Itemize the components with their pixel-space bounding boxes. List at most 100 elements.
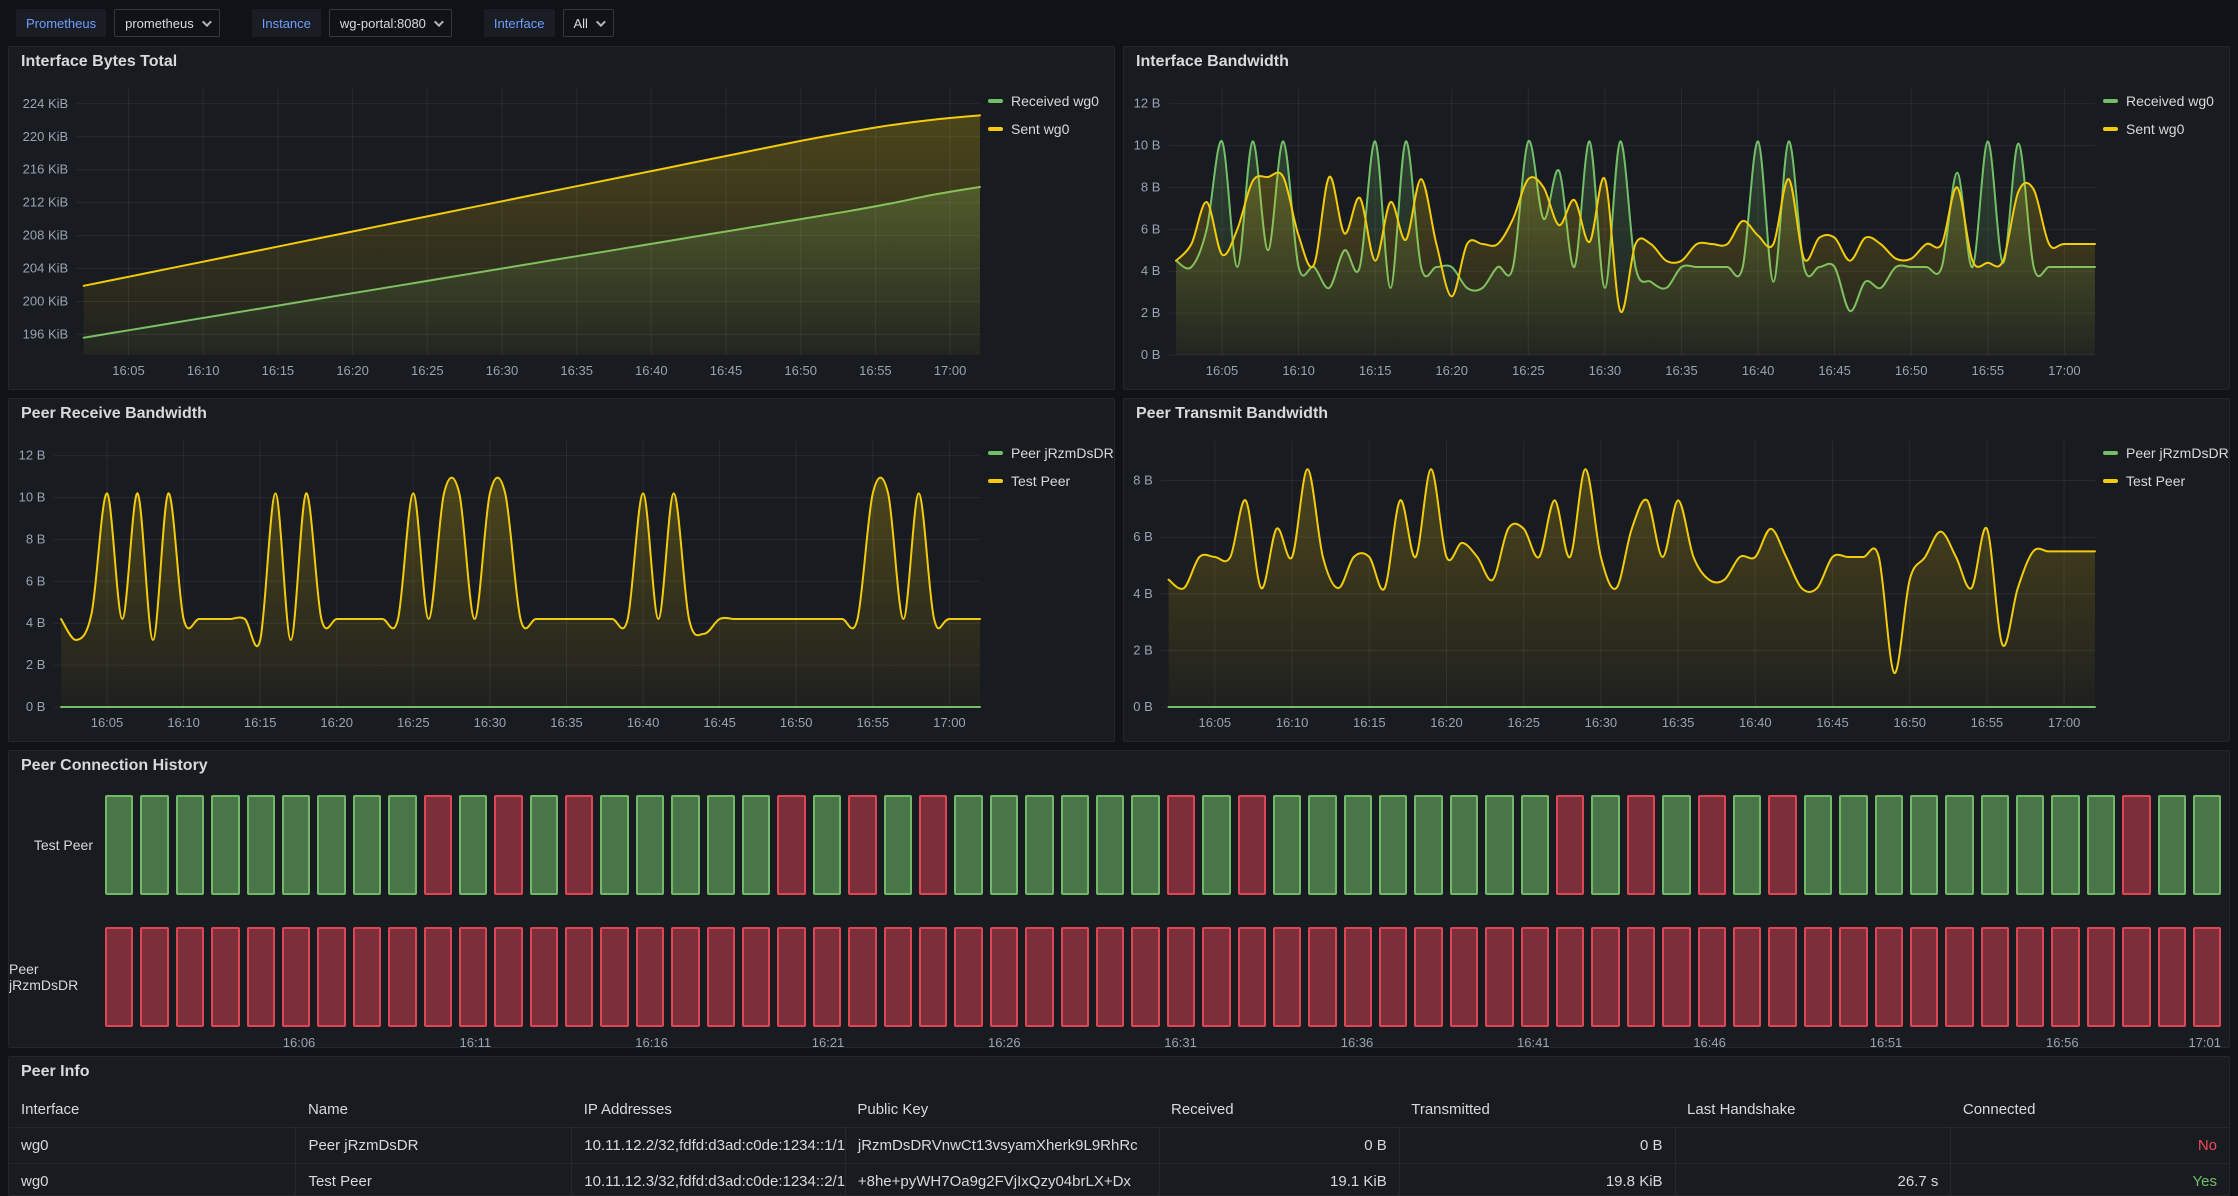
panel-title[interactable]: Peer Receive Bandwidth	[21, 405, 207, 422]
status-bar[interactable]	[742, 795, 771, 895]
status-bar[interactable]	[1166, 795, 1196, 895]
status-bar[interactable]	[1626, 927, 1656, 1027]
status-bar[interactable]	[1060, 927, 1089, 1027]
status-bar[interactable]	[1909, 927, 1939, 1027]
timeseries-chart[interactable]: 0 B 2 B 4 B 6 B 8 B 10 B 12 B 16:05 16:10 16:15 16…	[9, 429, 988, 735]
status-bar[interactable]	[2051, 927, 2080, 1027]
status-bar[interactable]	[918, 795, 948, 895]
status-bar[interactable]	[1272, 927, 1302, 1027]
panel-title[interactable]: Interface Bandwidth	[1136, 53, 1289, 70]
status-bar[interactable]	[2086, 795, 2116, 895]
status-bar[interactable]	[2016, 927, 2045, 1027]
panel-title[interactable]: Interface Bytes Total	[21, 53, 178, 70]
status-bar[interactable]	[388, 795, 417, 895]
status-bar[interactable]	[954, 927, 983, 1027]
status-bar[interactable]	[423, 927, 452, 1027]
status-bar[interactable]	[2086, 927, 2116, 1027]
status-bar[interactable]	[706, 795, 736, 895]
status-bar[interactable]	[600, 927, 629, 1027]
status-bar[interactable]	[1449, 927, 1479, 1027]
legend-item[interactable]: Sent wg0	[2103, 121, 2229, 137]
status-bar[interactable]	[1343, 795, 1373, 895]
status-bar[interactable]	[1343, 927, 1373, 1027]
status-bar[interactable]	[1945, 927, 1974, 1027]
status-bar[interactable]	[2016, 795, 2045, 895]
status-bar[interactable]	[1272, 795, 1302, 895]
panel-title[interactable]: Peer Connection History	[21, 757, 208, 774]
status-bar[interactable]	[706, 927, 736, 1027]
status-bar[interactable]	[1909, 795, 1939, 895]
status-bar[interactable]	[1379, 795, 1408, 895]
status-bar[interactable]	[1095, 927, 1125, 1027]
instance-select[interactable]: wg-portal:8080	[328, 9, 452, 37]
panel-title[interactable]: Peer Info	[21, 1063, 90, 1080]
status-bar[interactable]	[1131, 795, 1160, 895]
status-bar[interactable]	[175, 927, 205, 1027]
status-bar[interactable]	[1662, 795, 1691, 895]
status-bar[interactable]	[352, 927, 382, 1027]
status-bar[interactable]	[1131, 927, 1160, 1027]
status-bar[interactable]	[671, 927, 700, 1027]
status-bar[interactable]	[1874, 795, 1903, 895]
status-bar[interactable]	[2122, 927, 2151, 1027]
status-bar[interactable]	[1697, 795, 1726, 895]
status-bar[interactable]	[1768, 795, 1797, 895]
status-bar[interactable]	[1308, 795, 1337, 895]
timeseries-chart[interactable]: 0 B 2 B 4 B 6 B 8 B 10 B 12 B 16:05 16:10 16:15 16…	[1124, 77, 2103, 383]
status-bar[interactable]	[1803, 795, 1833, 895]
status-bar[interactable]	[1414, 927, 1443, 1027]
status-bar[interactable]	[671, 795, 700, 895]
timeseries-chart[interactable]: 196 KiB 200 KiB 204 KiB 208 KiB 212 KiB 216 K…	[9, 77, 988, 383]
status-bar[interactable]	[565, 795, 594, 895]
legend-item[interactable]: Received wg0	[988, 93, 1114, 109]
status-bar[interactable]	[1202, 795, 1231, 895]
status-bar[interactable]	[1662, 927, 1691, 1027]
timeseries-chart[interactable]: 0 B 2 B 4 B 6 B 8 B 16:05 16:10 16:15 16:20 16:25…	[1124, 429, 2103, 735]
status-bar[interactable]	[140, 927, 169, 1027]
status-bar[interactable]	[423, 795, 452, 895]
status-bar[interactable]	[1060, 795, 1089, 895]
status-bar[interactable]	[954, 795, 983, 895]
status-bar[interactable]	[2051, 795, 2080, 895]
status-bar[interactable]	[1166, 927, 1196, 1027]
status-bar[interactable]	[848, 927, 877, 1027]
status-bar[interactable]	[1732, 927, 1762, 1027]
status-bar[interactable]	[458, 795, 488, 895]
status-bar[interactable]	[1025, 795, 1054, 895]
status-bar[interactable]	[1697, 927, 1726, 1027]
status-bar[interactable]	[388, 927, 417, 1027]
status-bar[interactable]	[2157, 927, 2187, 1027]
status-bar[interactable]	[352, 795, 382, 895]
status-bar[interactable]	[742, 927, 771, 1027]
legend-item[interactable]: Peer jRzmDsDR	[988, 445, 1114, 461]
status-bar[interactable]	[2193, 795, 2222, 895]
status-bar[interactable]	[1732, 795, 1762, 895]
table-column-header[interactable]: Connected	[1962, 1101, 2036, 1119]
status-bar[interactable]	[458, 927, 488, 1027]
status-bar[interactable]	[1237, 927, 1266, 1027]
status-bar[interactable]	[848, 795, 877, 895]
status-bar[interactable]	[1556, 795, 1585, 895]
status-bar[interactable]	[1803, 927, 1833, 1027]
status-bar[interactable]	[777, 795, 806, 895]
legend-item[interactable]: Sent wg0	[988, 121, 1114, 137]
status-bar[interactable]	[529, 927, 559, 1027]
legend-item[interactable]: Test Peer	[988, 473, 1114, 489]
status-bar[interactable]	[1485, 927, 1514, 1027]
status-bar[interactable]	[2193, 927, 2222, 1027]
table-column-header[interactable]: Interface	[21, 1101, 80, 1119]
status-bar[interactable]	[1626, 795, 1656, 895]
table-column-header[interactable]: Name	[307, 1101, 348, 1119]
status-bar[interactable]	[281, 795, 311, 895]
status-bar[interactable]	[211, 795, 240, 895]
status-bar[interactable]	[1485, 795, 1514, 895]
status-bar[interactable]	[2157, 795, 2187, 895]
status-bar[interactable]	[1520, 795, 1550, 895]
status-bar[interactable]	[918, 927, 948, 1027]
status-bar[interactable]	[1768, 927, 1797, 1027]
datasource-select[interactable]: prometheus	[114, 9, 220, 37]
status-bar[interactable]	[105, 927, 134, 1027]
status-bar[interactable]	[246, 795, 275, 895]
status-bar[interactable]	[529, 795, 559, 895]
table-column-header[interactable]: IP Addresses	[583, 1101, 672, 1119]
